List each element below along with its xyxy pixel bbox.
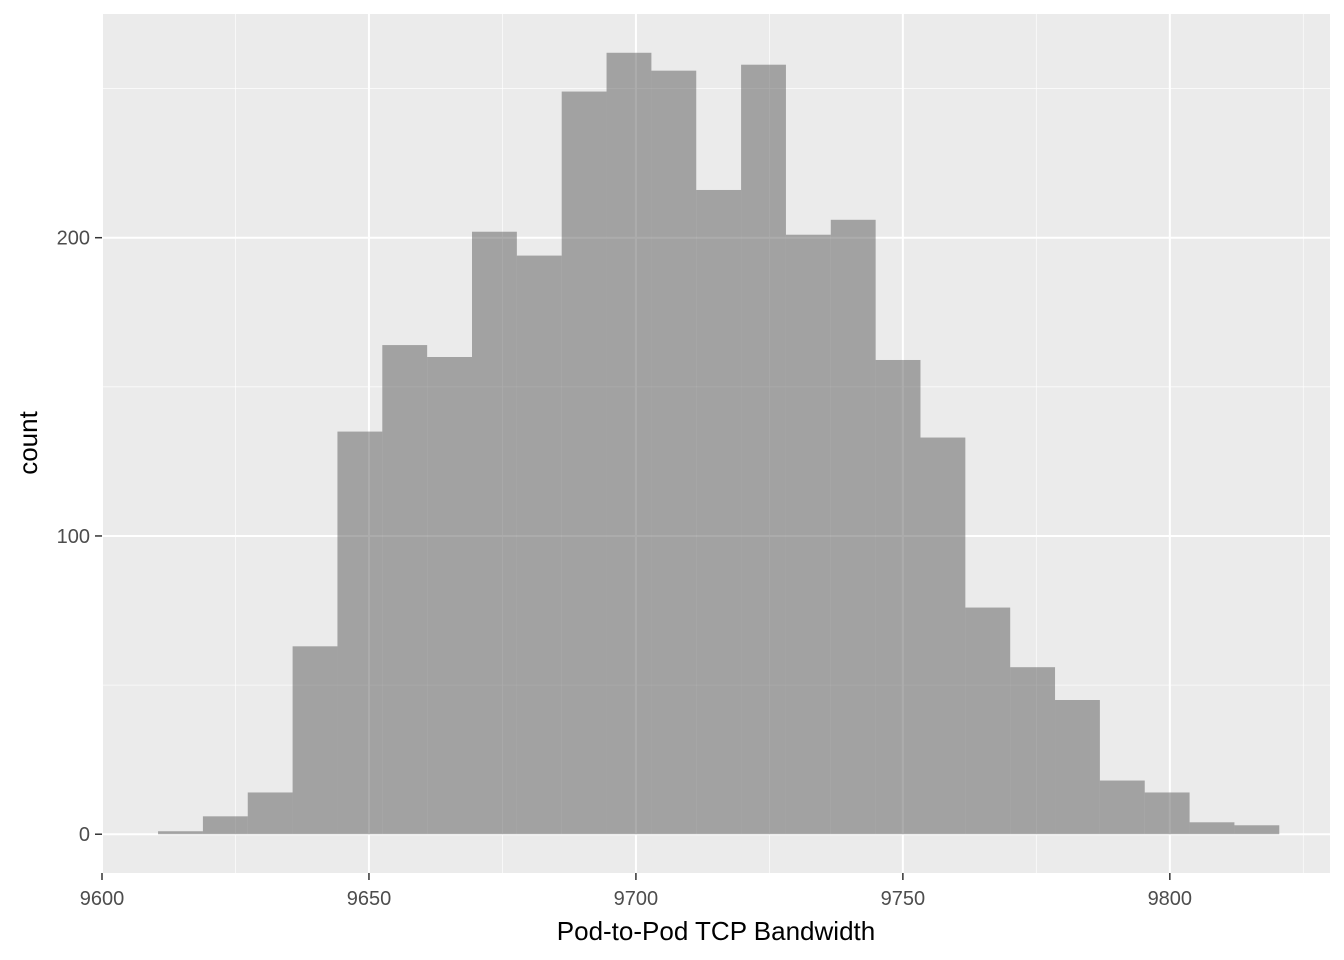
x-tick-label: 9700: [614, 888, 659, 910]
histogram-bar: [1099, 780, 1145, 835]
x-tick-label: 9600: [80, 888, 125, 910]
histogram-bar: [606, 52, 652, 835]
histogram-bar: [830, 219, 876, 835]
y-tick-label: 100: [57, 526, 90, 548]
x-axis: 9600 9650 9700 9750 9800: [80, 873, 1192, 910]
histogram-bar: [158, 831, 203, 835]
x-tick-label: 9650: [347, 888, 392, 910]
histogram-bar: [785, 234, 831, 835]
histogram-bar: [1010, 667, 1056, 835]
histogram-bar: [561, 91, 607, 835]
histogram-bar: [337, 431, 383, 835]
histogram-bar: [1055, 700, 1100, 835]
histogram-bar: [1189, 822, 1235, 835]
histogram-bar: [696, 189, 742, 835]
histogram-bar: [920, 437, 966, 835]
histogram-bar: [875, 359, 921, 835]
y-axis: 0 100 200: [57, 228, 102, 846]
histogram-bar: [247, 792, 293, 835]
histogram-bar: [1234, 825, 1280, 835]
x-tick-label: 9800: [1148, 888, 1193, 910]
histogram-bar: [382, 345, 428, 835]
y-axis-title: count: [13, 410, 43, 474]
histogram-bar: [965, 607, 1011, 835]
histogram-bar: [1144, 792, 1190, 835]
histogram-bars: [158, 52, 1280, 835]
histogram-bar: [741, 64, 786, 835]
histogram-bar: [651, 70, 697, 835]
histogram-bar: [202, 816, 248, 835]
x-axis-title: Pod-to-Pod TCP Bandwidth: [557, 916, 875, 946]
histogram-bar: [516, 255, 562, 835]
histogram-bar: [472, 231, 517, 835]
histogram-bar: [427, 357, 473, 835]
y-tick-label: 0: [79, 824, 90, 846]
y-tick-label: 200: [57, 228, 90, 250]
x-tick-label: 9750: [881, 888, 926, 910]
histogram-bar: [292, 646, 338, 835]
